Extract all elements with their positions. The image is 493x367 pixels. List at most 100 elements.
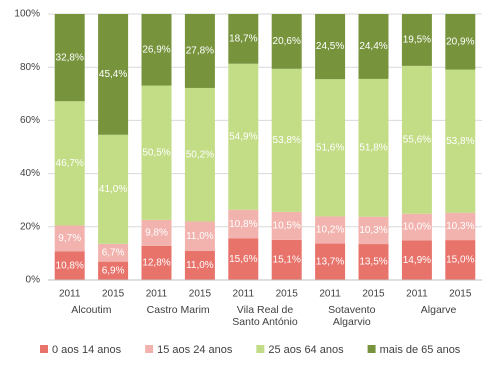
bar-segment: [184, 14, 215, 88]
data-label: 27,8%: [186, 46, 214, 57]
x-tick-label: 2015: [362, 289, 385, 300]
bar-segment: [358, 244, 389, 280]
bar-segment: [271, 211, 302, 240]
bar-segment: [141, 85, 172, 220]
bar-segment: [401, 65, 432, 214]
data-label: 46,7%: [56, 158, 84, 169]
y-tick-label: 60%: [20, 115, 40, 126]
data-label: 10,0%: [403, 222, 431, 233]
data-label: 51,8%: [359, 142, 387, 153]
group-label: Sotavento Algarvio: [328, 304, 376, 328]
x-tick-label: 2011: [59, 289, 81, 300]
data-label: 13,7%: [316, 256, 344, 267]
group-label: Vila Real de Santo António: [232, 304, 298, 328]
data-label: 9,7%: [58, 233, 81, 244]
bar-segment: [445, 14, 476, 70]
data-label: 51,6%: [316, 142, 344, 153]
legend-swatch: [256, 345, 265, 353]
bar-segment: [54, 101, 85, 226]
x-tick-label: 2011: [406, 289, 428, 300]
data-label: 15,6%: [229, 254, 257, 265]
bar-segment: [141, 245, 172, 280]
data-label: 20,9%: [446, 36, 474, 47]
y-tick-label: 0%: [26, 275, 41, 286]
data-label: 24,4%: [359, 41, 387, 52]
data-label: 13,5%: [359, 257, 387, 268]
data-label: 24,5%: [316, 41, 344, 52]
bar-segment: [228, 209, 259, 239]
bar-segment: [401, 14, 432, 66]
y-tick-label: 100%: [14, 9, 40, 20]
data-label: 9,8%: [145, 228, 168, 239]
data-label: 50,2%: [186, 149, 214, 160]
bar-segment: [228, 238, 259, 280]
bar-segment: [141, 14, 172, 86]
group-label: Castro Marim: [146, 304, 210, 316]
bar-segment: [98, 243, 129, 262]
legend-swatch: [40, 345, 48, 353]
data-label: 14,9%: [403, 255, 431, 266]
data-label: 10,8%: [229, 219, 257, 230]
bar-segment: [315, 243, 346, 280]
x-tick-label: 2015: [102, 289, 125, 300]
data-label: 18,7%: [229, 34, 257, 45]
data-label: 10,3%: [446, 221, 474, 232]
bar-segment: [358, 78, 389, 217]
data-label: 12,8%: [142, 258, 170, 269]
bar-segment: [445, 69, 476, 213]
data-label: 53,8%: [273, 135, 301, 146]
bar-segment: [184, 87, 215, 222]
bar-segment: [315, 79, 346, 217]
data-label: 20,6%: [273, 36, 301, 47]
x-tick-label: 2011: [233, 289, 255, 300]
bar-segment: [228, 14, 259, 64]
data-label: 15,0%: [446, 255, 474, 266]
bar-segment: [315, 14, 346, 80]
bar-segment: [445, 212, 476, 241]
bar-segment: [184, 221, 215, 251]
group-label: Alcoutim: [71, 304, 112, 316]
bar-segment: [401, 240, 432, 280]
y-tick-label: 40%: [20, 168, 40, 179]
data-label: 41,0%: [99, 184, 127, 195]
x-tick-label: 2015: [189, 289, 212, 300]
data-label: 54,9%: [229, 131, 257, 142]
data-label: 6,7%: [102, 247, 125, 258]
data-label: 50,5%: [142, 147, 170, 158]
x-tick-label: 2011: [146, 289, 168, 300]
legend-swatch: [145, 345, 154, 353]
legend-label: 0 aos 14 anos: [52, 344, 122, 356]
bar-segment: [271, 239, 302, 280]
legend-label: 15 aos 24 anos: [157, 344, 233, 356]
data-label: 45,4%: [99, 69, 127, 80]
data-label: 10,3%: [359, 225, 387, 236]
bar-segment: [141, 219, 172, 246]
data-label: 32,8%: [56, 52, 84, 63]
y-tick-label: 20%: [20, 221, 40, 232]
x-tick-label: 2011: [319, 289, 341, 300]
data-label: 10,8%: [56, 260, 84, 271]
x-tick-label: 2015: [276, 289, 299, 300]
x-tick-label: 2015: [449, 289, 472, 300]
data-label: 11,0%: [186, 231, 214, 242]
bar-segment: [98, 134, 129, 244]
data-label: 11,0%: [186, 260, 214, 271]
bar-segment: [271, 14, 302, 69]
legend-label: 25 aos 64 anos: [268, 344, 344, 356]
data-label: 6,9%: [102, 265, 125, 276]
bar-segment: [271, 68, 302, 212]
group-label: Algarve: [420, 304, 457, 316]
bar-segment: [54, 14, 85, 102]
bar-segment: [358, 216, 389, 245]
y-tick-label: 80%: [20, 62, 40, 73]
data-label: 10,5%: [273, 221, 301, 232]
bar-segment: [228, 63, 259, 210]
data-label: 10,2%: [316, 225, 344, 236]
legend-swatch: [367, 345, 376, 353]
data-label: 19,5%: [403, 35, 431, 46]
bar-segment: [98, 14, 129, 135]
bar-segment: [54, 251, 85, 280]
data-label: 53,8%: [446, 136, 474, 147]
